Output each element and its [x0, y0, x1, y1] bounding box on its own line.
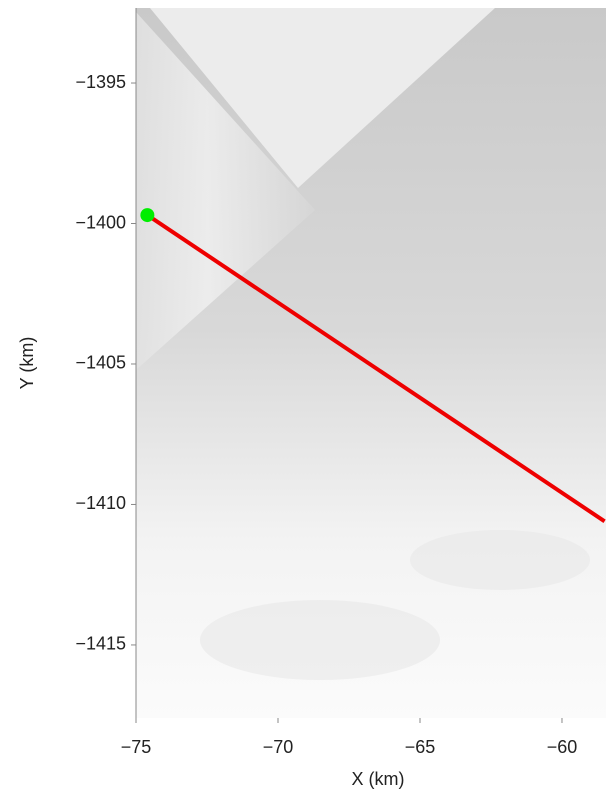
y-tick-label: −1405 — [75, 353, 126, 373]
x-tick-label: −60 — [547, 737, 578, 757]
x-tick-label: −65 — [405, 737, 436, 757]
x-tick-label: −75 — [121, 737, 152, 757]
y-tick-label: −1415 — [75, 634, 126, 654]
x-tick-label: −70 — [263, 737, 294, 757]
y-tick-label: −1395 — [75, 72, 126, 92]
start-marker — [140, 208, 155, 223]
y-tick-label: −1400 — [75, 212, 126, 232]
x-axis-label: X (km) — [352, 769, 405, 789]
image-background — [136, 8, 606, 718]
track-line — [146, 213, 606, 523]
y-axis-label: Y (km) — [17, 337, 37, 390]
y-tick-label: −1410 — [75, 493, 126, 513]
